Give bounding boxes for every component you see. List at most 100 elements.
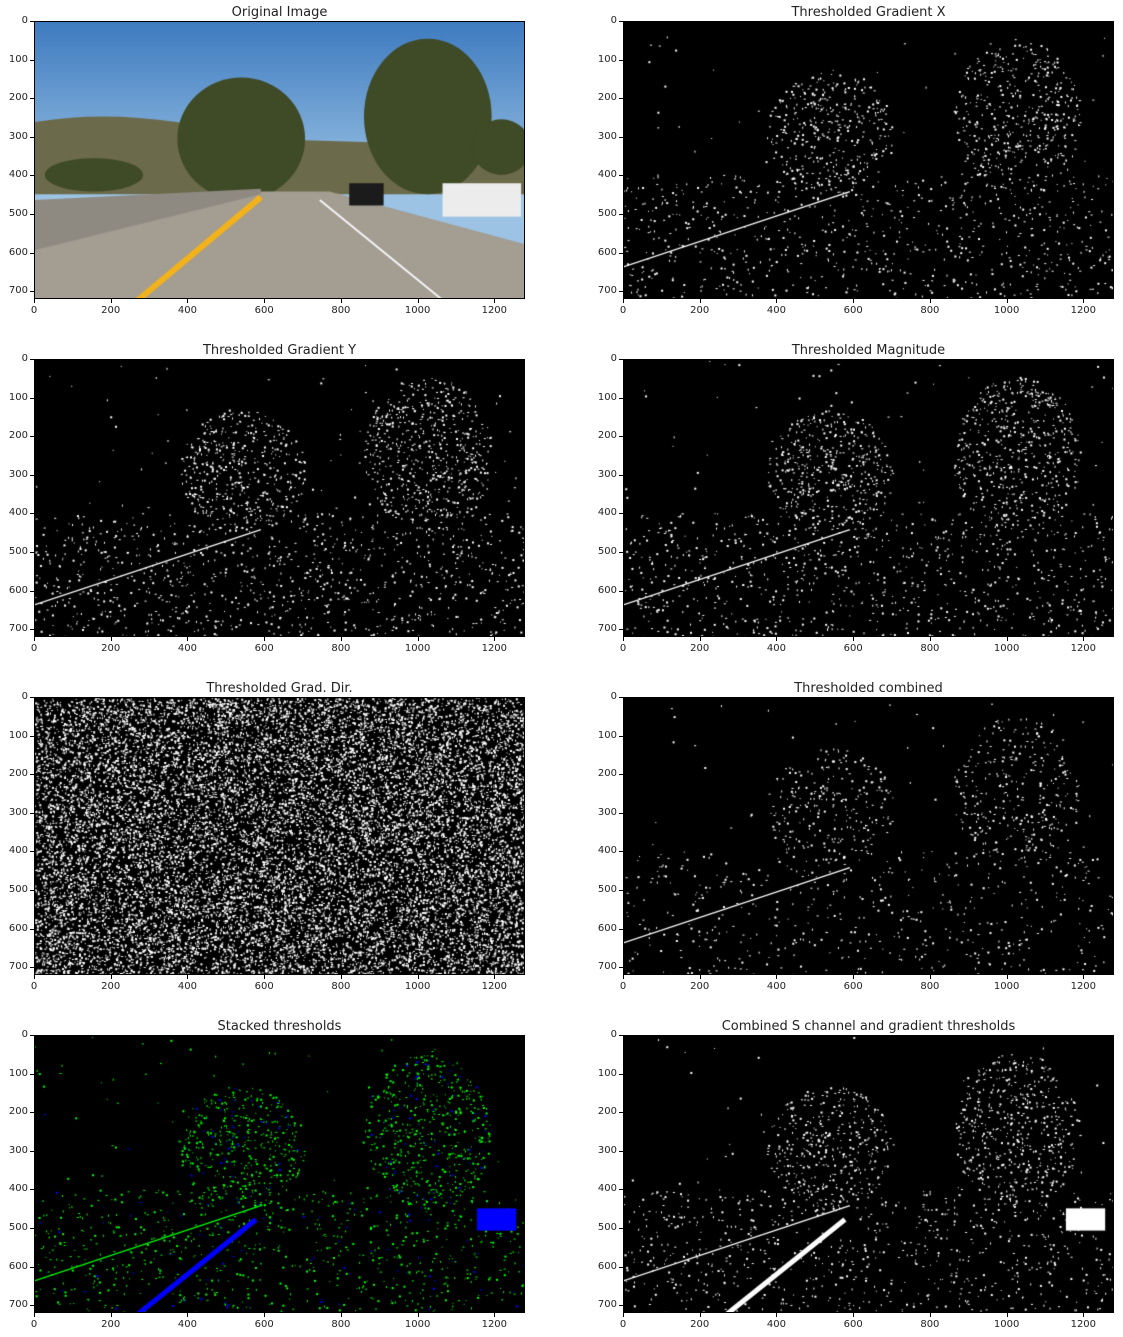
x-tick-label: 200	[101, 1319, 121, 1330]
panel-title-s-channel-combined: Combined S channel and gradient threshol…	[721, 1019, 1016, 1034]
x-tick-label: 400	[177, 1319, 197, 1330]
x-tick-mark	[1007, 637, 1008, 641]
y-tick-label: 600	[597, 246, 617, 258]
x-tick-label: 1200	[1070, 1319, 1097, 1330]
x-tick-mark	[34, 975, 35, 979]
panel-title-direction: Thresholded Grad. Dir.	[206, 681, 353, 696]
x-tick-label: 400	[177, 643, 197, 654]
x-tick-mark	[418, 637, 419, 641]
x-tick-label: 600	[254, 1319, 274, 1330]
x-tick-mark	[623, 299, 624, 303]
panel-title-original: Original Image	[231, 5, 328, 20]
y-tick-mark	[619, 253, 623, 254]
y-tick-mark	[619, 967, 623, 968]
y-tick-label: 700	[597, 285, 617, 297]
y-tick-label: 600	[8, 1260, 28, 1272]
y-tick-mark	[619, 736, 623, 737]
y-tick-label: 700	[8, 1299, 28, 1311]
y-tick-mark	[30, 851, 34, 852]
x-tick-label: 600	[254, 643, 274, 654]
x-tick-label: 0	[30, 1319, 38, 1330]
y-tick-label: 100	[8, 391, 28, 403]
x-tick-mark	[776, 1313, 777, 1317]
y-tick-mark	[619, 1074, 623, 1075]
plot-stacked	[34, 1035, 525, 1313]
x-tick-label: 200	[690, 981, 710, 992]
y-tick-mark	[30, 359, 34, 360]
y-tick-mark	[619, 513, 623, 514]
plot-combined	[623, 697, 1114, 975]
y-tick-mark	[30, 253, 34, 254]
x-tick-mark	[700, 975, 701, 979]
y-tick-label: 600	[597, 584, 617, 596]
y-tick-mark	[30, 591, 34, 592]
x-tick-label: 0	[30, 643, 38, 654]
y-tick-label: 400	[597, 169, 617, 181]
y-tick-label: 500	[8, 1222, 28, 1234]
image-combined	[624, 698, 1113, 974]
x-tick-mark	[341, 1313, 342, 1317]
y-tick-mark	[30, 60, 34, 61]
y-tick-label: 200	[597, 768, 617, 780]
image-magnitude	[624, 360, 1113, 636]
y-tick-label: 700	[8, 285, 28, 297]
y-tick-mark	[619, 1305, 623, 1306]
x-tick-label: 1200	[481, 643, 508, 654]
x-tick-mark	[264, 1313, 265, 1317]
y-tick-mark	[30, 436, 34, 437]
y-tick-label: 600	[8, 246, 28, 258]
panel-title-stacked: Stacked thresholds	[217, 1019, 342, 1034]
y-tick-label: 300	[8, 468, 28, 480]
y-tick-mark	[619, 697, 623, 698]
x-tick-label: 800	[331, 1319, 351, 1330]
y-tick-mark	[619, 1267, 623, 1268]
y-tick-label: 200	[597, 430, 617, 442]
plot-grad-y	[34, 359, 525, 637]
x-tick-label: 1000	[404, 981, 431, 992]
y-tick-mark	[619, 851, 623, 852]
x-tick-label: 1200	[1070, 305, 1097, 316]
panel-title-magnitude: Thresholded Magnitude	[791, 343, 946, 358]
x-tick-mark	[494, 975, 495, 979]
x-tick-label: 200	[101, 305, 121, 316]
x-tick-mark	[1083, 637, 1084, 641]
y-tick-label: 300	[8, 806, 28, 818]
x-tick-mark	[623, 1313, 624, 1317]
x-tick-label: 800	[920, 305, 940, 316]
x-tick-label: 0	[30, 305, 38, 316]
y-tick-label: 0	[610, 15, 617, 26]
y-tick-label: 700	[597, 1299, 617, 1311]
y-tick-label: 100	[597, 1067, 617, 1079]
x-tick-mark	[111, 975, 112, 979]
x-tick-mark	[187, 637, 188, 641]
y-tick-mark	[619, 98, 623, 99]
plot-grad-x	[623, 21, 1114, 299]
y-tick-label: 0	[21, 691, 28, 702]
y-tick-label: 700	[597, 961, 617, 973]
x-tick-label: 0	[619, 981, 627, 992]
panel-title-combined: Thresholded combined	[794, 681, 943, 696]
x-tick-mark	[187, 975, 188, 979]
y-tick-label: 400	[597, 507, 617, 519]
y-tick-mark	[619, 552, 623, 553]
y-tick-label: 300	[597, 130, 617, 142]
y-tick-mark	[619, 475, 623, 476]
y-tick-mark	[30, 1035, 34, 1036]
x-tick-label: 200	[690, 305, 710, 316]
x-tick-label: 0	[30, 981, 38, 992]
y-tick-mark	[619, 21, 623, 22]
y-tick-mark	[30, 629, 34, 630]
y-tick-mark	[619, 1035, 623, 1036]
y-tick-label: 0	[21, 1029, 28, 1040]
x-tick-mark	[930, 299, 931, 303]
y-tick-label: 100	[597, 729, 617, 741]
y-tick-label: 0	[21, 353, 28, 364]
x-tick-label: 0	[619, 643, 627, 654]
x-tick-label: 1200	[481, 1319, 508, 1330]
y-tick-label: 700	[8, 623, 28, 635]
x-tick-mark	[341, 975, 342, 979]
x-tick-label: 1000	[993, 643, 1020, 654]
x-tick-label: 1000	[993, 1319, 1020, 1330]
x-tick-mark	[111, 1313, 112, 1317]
x-tick-mark	[264, 975, 265, 979]
